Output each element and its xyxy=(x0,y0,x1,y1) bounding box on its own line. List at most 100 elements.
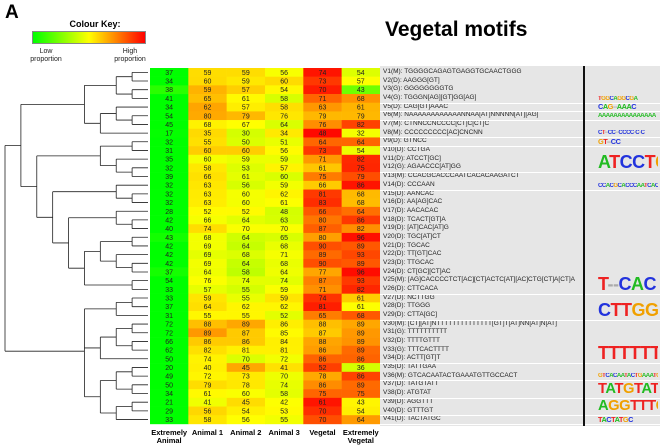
logo-letter: C xyxy=(625,182,630,189)
logo-letter: A xyxy=(605,182,610,189)
heatmap-cell xyxy=(264,363,304,373)
cell-value-label: 89 xyxy=(357,348,365,355)
heatmap-cell xyxy=(341,224,380,234)
heatmap-cell xyxy=(303,337,342,347)
cell-value-label: 57 xyxy=(242,105,250,112)
logo-letter: T xyxy=(618,415,624,423)
cell-value-label: 69 xyxy=(204,243,212,250)
heatmap-cell xyxy=(188,180,227,190)
heatmap-cell xyxy=(264,111,304,121)
heatmap-cell xyxy=(303,154,342,164)
cell-value-label: 33 xyxy=(165,296,173,303)
cell-value-label: 53 xyxy=(280,408,288,415)
logo-letter: A xyxy=(641,373,646,380)
heatmap-cell xyxy=(188,302,227,312)
heatmap-cell xyxy=(188,397,227,407)
cell-value-label: 75 xyxy=(357,165,365,172)
group-separator xyxy=(584,319,660,321)
group-separator xyxy=(380,415,584,417)
heatmap-cell xyxy=(264,94,304,104)
group-separator xyxy=(584,146,660,148)
heatmap-cell xyxy=(303,258,342,268)
logo-letter: A xyxy=(621,103,627,111)
heatmap-cell xyxy=(188,120,227,130)
logo-letter: C xyxy=(605,373,610,380)
cell-value-label: 61 xyxy=(280,200,288,207)
logo-letter: G xyxy=(656,373,658,379)
cell-value-label: 60 xyxy=(242,148,250,155)
logo-letter: T xyxy=(640,344,651,363)
cell-value-label: 56 xyxy=(242,417,250,424)
cell-value-label: 86 xyxy=(357,374,365,381)
heatmap-cell xyxy=(303,180,342,190)
heatmap-cell xyxy=(150,137,189,147)
heatmap-cell xyxy=(150,163,189,173)
heatmap-cell xyxy=(150,302,189,312)
group-separator xyxy=(584,111,660,113)
cell-value-label: 73 xyxy=(242,374,250,381)
cell-value-label: 79 xyxy=(242,113,250,120)
logo-letter: T xyxy=(614,382,623,397)
cell-value-label: 55 xyxy=(204,139,212,146)
cell-value-label: 58 xyxy=(204,417,212,424)
heatmap-cell xyxy=(188,68,227,77)
heatmap-cell xyxy=(150,250,189,260)
cell-value-label: 31 xyxy=(165,148,173,155)
heatmap-cell xyxy=(264,189,304,199)
cell-value-label: 70 xyxy=(319,408,327,415)
motif-label: V34(D): ACTT[GT]T xyxy=(383,354,441,362)
heatmap-cell xyxy=(150,215,189,225)
row-dendrogram xyxy=(4,71,148,420)
cell-value-label: 68 xyxy=(357,96,365,103)
logo-letter: C xyxy=(609,95,614,102)
logo-letter: G xyxy=(598,373,603,380)
panel-letter: A xyxy=(5,2,19,23)
heatmap-cell xyxy=(188,206,227,216)
logo-letter: C xyxy=(601,182,606,189)
cell-value-label: 88 xyxy=(204,322,212,329)
heatmap-cell xyxy=(226,85,266,95)
group-separator xyxy=(584,380,660,382)
cell-value-label: 87 xyxy=(319,226,327,233)
heatmap-cell xyxy=(188,389,227,399)
heatmap-cell xyxy=(303,172,342,182)
cell-value-label: 71 xyxy=(319,287,327,294)
heatmap-cell xyxy=(341,389,380,399)
group-separator xyxy=(380,380,584,382)
heatmap-cell xyxy=(264,85,304,95)
cell-value-label: 58 xyxy=(280,96,288,103)
motif-label: V26(D): CTTCACA xyxy=(383,285,438,292)
cell-value-label: 58 xyxy=(204,165,212,172)
logo-letter: T xyxy=(621,300,632,319)
logo-letter: C xyxy=(635,130,640,137)
heatmap-cell xyxy=(264,397,304,407)
motif-label: V19(D): [AT]CAC[AT]G xyxy=(383,224,449,232)
dendrogram-branch xyxy=(4,145,85,352)
group-separator xyxy=(380,120,584,122)
motif-label: V14(D): CCCAAN xyxy=(383,180,435,188)
cell-value-label: 45 xyxy=(242,365,250,372)
heatmap-cell xyxy=(150,111,189,121)
cell-value-label: 59 xyxy=(242,79,250,86)
cell-value-label: 65 xyxy=(280,235,288,242)
sequence-logo: AGGTTTGT xyxy=(598,399,658,414)
cell-value-label: 68 xyxy=(280,243,288,250)
dendrogram-branch xyxy=(115,76,133,95)
cell-value-label: 64 xyxy=(242,243,250,250)
cell-value-label: 74 xyxy=(204,226,212,233)
logo-letter: G xyxy=(622,415,629,423)
heatmap-cell xyxy=(150,328,189,338)
logo-letter: C xyxy=(629,130,634,137)
logo-letter: C xyxy=(628,415,633,423)
cell-value-label: 32 xyxy=(165,139,173,146)
heatmap-cell xyxy=(150,389,189,399)
sequence-logo: AAAAAAAAAAAAAAA xyxy=(598,113,658,119)
group-separator xyxy=(584,423,660,425)
cell-value-label: 52 xyxy=(204,209,212,216)
cell-value-label: 62 xyxy=(165,348,173,355)
cell-value-label: 89 xyxy=(357,261,365,268)
heatmap-cell xyxy=(264,293,304,303)
logo-letter: A xyxy=(609,113,614,120)
logo-letter: T xyxy=(619,344,630,363)
